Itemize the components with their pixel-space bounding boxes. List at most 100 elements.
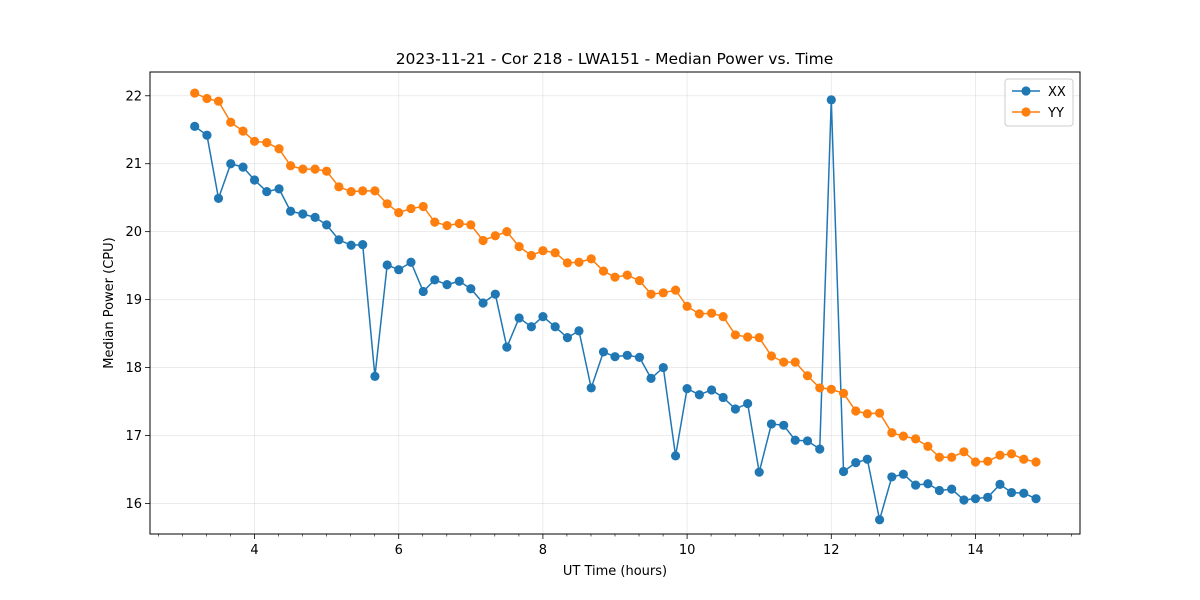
data-point-xx (802, 436, 813, 446)
data-point-xx (790, 435, 800, 445)
data-point-xx (959, 495, 969, 505)
data-point-yy (213, 96, 224, 106)
data-point-yy (670, 285, 681, 295)
data-point-xx (862, 454, 872, 464)
data-point-yy (334, 182, 344, 192)
data-point-xx (983, 492, 993, 502)
data-point-yy (730, 330, 741, 340)
data-point-yy (285, 161, 296, 171)
data-point-yy (430, 217, 440, 227)
data-point-yy (983, 456, 993, 466)
data-point-yy (526, 250, 536, 261)
y-tick-label: 19 (125, 293, 142, 308)
data-point-xx (815, 444, 825, 454)
data-point-yy (658, 288, 668, 298)
data-point-yy (707, 308, 717, 318)
data-point-yy (574, 257, 584, 267)
series-line-xx (194, 99, 1037, 521)
data-point-xx (285, 206, 296, 216)
data-point-xx (370, 371, 380, 381)
x-tick-label: 10 (679, 543, 696, 558)
data-point-yy (454, 218, 464, 229)
data-point-yy (887, 428, 897, 438)
data-point-xx (911, 480, 921, 490)
x-tick-label: 4 (250, 543, 258, 558)
y-tick-label: 22 (125, 89, 142, 104)
data-point-yy (682, 301, 692, 311)
data-point-xx (622, 350, 632, 360)
grid (150, 72, 1080, 534)
data-point-yy (790, 357, 800, 367)
data-point-xx (202, 130, 212, 140)
data-point-yy (923, 441, 933, 451)
data-point-xx (394, 265, 404, 275)
data-point-yy (514, 242, 524, 252)
x-tick-label: 12 (823, 543, 840, 558)
data-point-yy (274, 144, 284, 154)
data-point-xx (274, 184, 284, 194)
data-point-xx (562, 333, 573, 343)
y-tick-label: 17 (125, 429, 142, 444)
plot-frame (149, 71, 1081, 535)
data-point-yy (1031, 457, 1041, 467)
data-point-xx (598, 347, 609, 357)
data-point-xx (262, 186, 272, 197)
data-point-yy (743, 332, 753, 342)
legend-label-xx: XX (1048, 85, 1066, 100)
data-point-yy (934, 452, 945, 462)
data-point-yy (598, 266, 609, 276)
data-point-xx (502, 342, 512, 352)
data-point-xx (574, 326, 584, 336)
data-point-xx (898, 469, 908, 479)
data-point-xx (226, 159, 236, 169)
data-point-xx (514, 313, 524, 323)
data-point-yy (202, 93, 212, 104)
data-point-yy (874, 408, 885, 418)
data-point-xx (358, 239, 368, 250)
data-point-yy (766, 351, 777, 361)
plot-area (190, 88, 1041, 525)
data-point-yy (911, 434, 921, 444)
data-point-xx (249, 175, 260, 185)
data-point-xx (538, 311, 548, 322)
data-point-xx (874, 515, 885, 525)
data-point-yy (502, 227, 512, 237)
y-tick-label: 18 (125, 361, 142, 376)
data-point-xx (947, 484, 957, 494)
data-point-xx (442, 280, 452, 290)
data-point-yy (346, 186, 356, 197)
data-point-yy (1006, 449, 1017, 459)
x-tick-label: 8 (539, 543, 547, 558)
data-point-xx (682, 384, 692, 394)
legend-marker-xx (1021, 86, 1031, 96)
data-point-xx (298, 209, 308, 219)
data-point-xx (610, 352, 620, 362)
data-point-xx (1031, 494, 1041, 504)
x-tick-label: 14 (967, 543, 984, 558)
data-point-xx (970, 494, 981, 504)
data-point-yy (490, 231, 500, 241)
data-point-xx (478, 298, 488, 308)
data-point-xx (310, 212, 320, 222)
data-point-yy (815, 383, 825, 393)
data-point-yy (1019, 454, 1029, 464)
data-point-xx (550, 322, 560, 332)
data-point-yy (995, 450, 1005, 460)
data-point-yy (190, 88, 200, 98)
data-point-xx (646, 373, 656, 384)
y-axis-label: Median Power (CPU) (102, 237, 117, 368)
data-point-xx (718, 392, 728, 403)
data-point-yy (970, 457, 981, 467)
data-point-xx (406, 257, 416, 267)
data-point-xx (707, 385, 717, 395)
data-point-yy (586, 254, 596, 264)
legend-marker-yy (1021, 107, 1031, 117)
data-point-yy (754, 333, 764, 343)
legend: XX YY (1004, 78, 1074, 127)
data-point-xx (634, 352, 645, 362)
data-point-xx (730, 404, 741, 414)
data-point-xx (322, 220, 332, 230)
x-tick-label: 6 (395, 543, 403, 558)
data-point-yy (694, 309, 704, 319)
data-point-xx (766, 419, 777, 429)
